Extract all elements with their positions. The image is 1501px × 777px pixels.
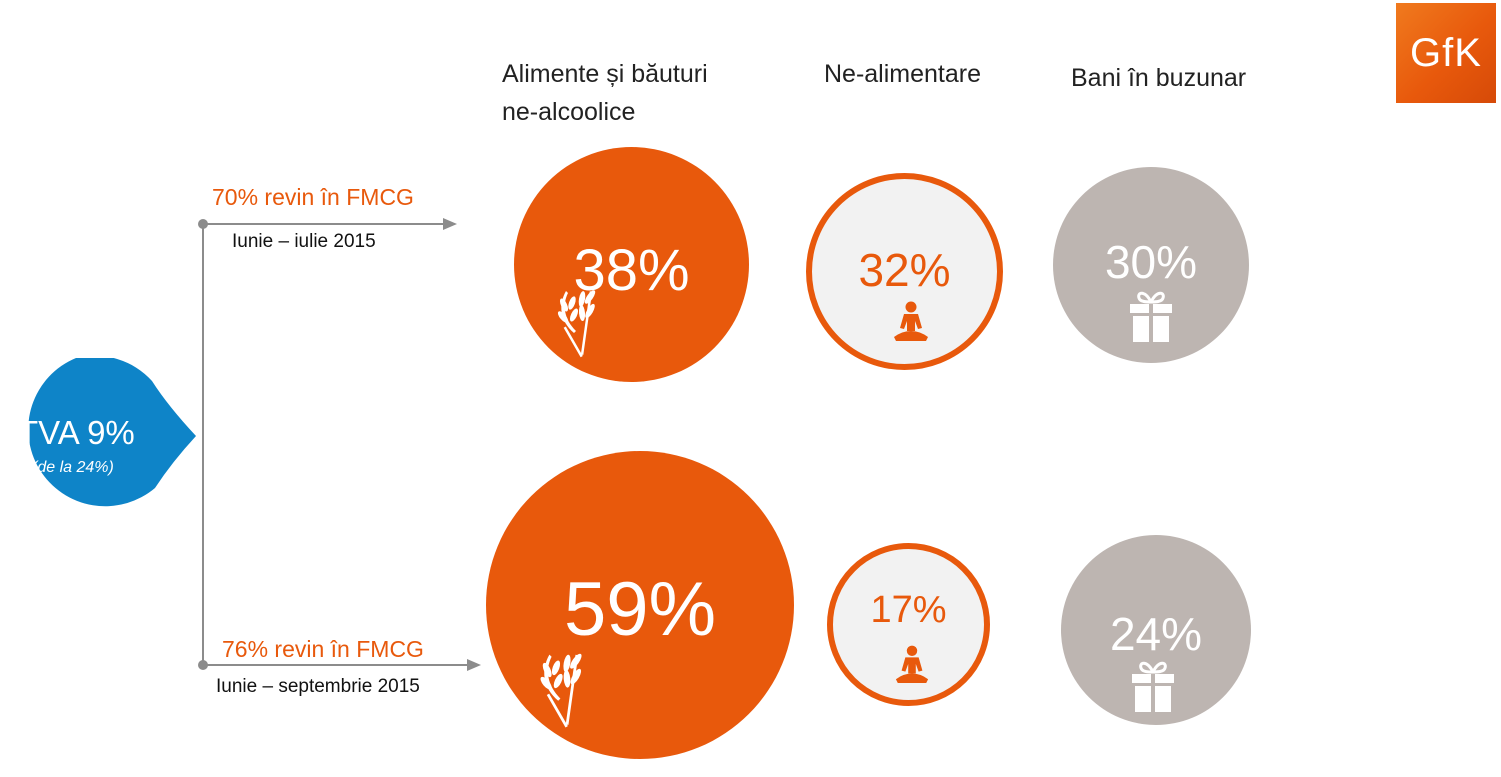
- column-header-pocket-money: Bani în buzunar: [1071, 64, 1247, 92]
- tva-subtitle: (de la 24%): [32, 459, 114, 476]
- non-food-share-circle-period-1: 32%: [806, 173, 1003, 370]
- wheat-icon: [540, 653, 582, 728]
- non-food-share-value: 17%: [870, 589, 947, 631]
- tva-title: TVA 9%: [18, 414, 135, 451]
- period-2-headline: 76% revin în FMCG: [222, 636, 424, 662]
- period-1-headline: 70% revin în FMCG: [212, 184, 414, 210]
- wheat-icon: [557, 290, 596, 358]
- arrowhead-bottom: [467, 659, 481, 671]
- pocket-money-share-value: 24%: [1109, 608, 1203, 660]
- food-share-value: 59%: [563, 567, 717, 652]
- food-share-value: 38%: [573, 238, 690, 303]
- meditation-icon: [894, 301, 928, 341]
- period-2-date: Iunie – septembrie 2015: [216, 676, 420, 697]
- column-header-non-food: Ne-alimentare: [824, 60, 982, 88]
- meditation-icon: [895, 645, 929, 683]
- food-share-circle-period-1: 38%: [514, 147, 749, 382]
- food-share-circle-period-2: 59%: [486, 451, 794, 759]
- gfk-logo-text: GfK: [1410, 31, 1482, 75]
- pocket-money-share-value: 30%: [1104, 236, 1198, 288]
- non-food-share-circle-period-2: 17%: [827, 543, 990, 706]
- gfk-logo: GfK: [1396, 3, 1496, 103]
- arrowhead-top: [443, 218, 457, 230]
- tva-badge: TVA 9% (de la 24%): [0, 358, 200, 513]
- pocket-money-share-circle-period-1: 30%: [1053, 167, 1249, 363]
- pocket-money-share-circle-period-2: 24%: [1061, 535, 1251, 725]
- tva-drop-shape: [28, 358, 196, 507]
- period-1-date: Iunie – iulie 2015: [232, 231, 376, 252]
- non-food-share-value: 32%: [858, 244, 951, 296]
- column-header-food: Alimente și băuturi ne-alcoolice: [502, 55, 762, 131]
- gift-icon: [1132, 661, 1174, 712]
- gift-icon: [1130, 291, 1172, 342]
- column-header-food-line1: Alimente și băuturi: [502, 60, 708, 88]
- column-header-food-line2: ne-alcoolice: [502, 98, 636, 126]
